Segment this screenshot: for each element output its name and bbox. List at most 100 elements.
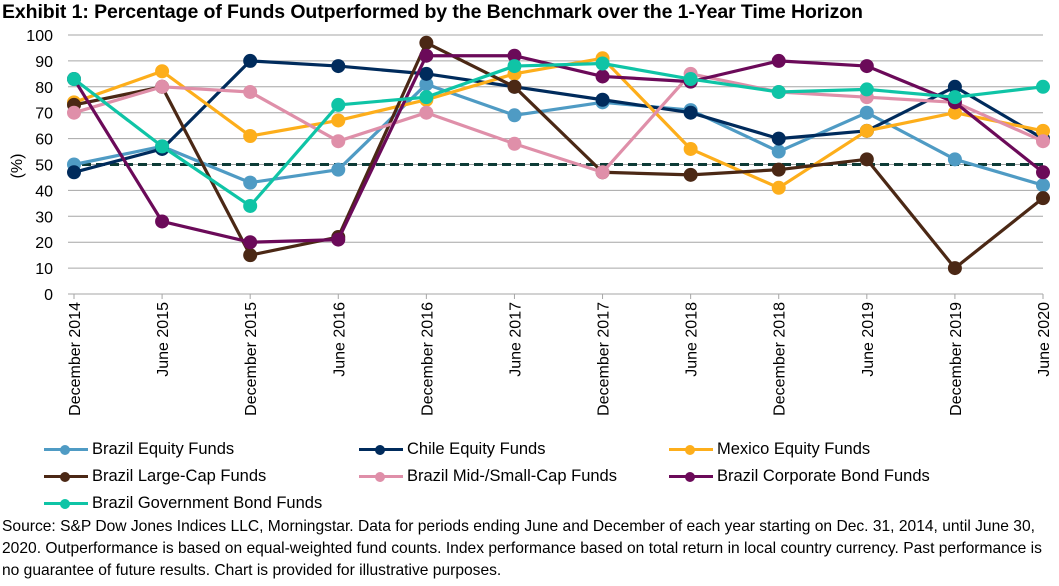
- data-point: [419, 48, 434, 63]
- data-point: [595, 92, 610, 107]
- legend-marker-icon: [357, 443, 405, 457]
- legend-item: Brazil Equity Funds: [42, 440, 234, 459]
- series-brazil-government-bond-funds: [67, 56, 1050, 213]
- data-point: [595, 165, 610, 180]
- data-point: [1036, 191, 1050, 206]
- data-point: [947, 90, 962, 105]
- data-point: [947, 79, 962, 94]
- data-point: [67, 105, 81, 120]
- legend-item: Mexico Equity Funds: [667, 440, 870, 459]
- data-point: [507, 79, 522, 94]
- data-point: [1036, 165, 1050, 180]
- legend-marker-icon: [667, 443, 715, 457]
- y-tick-label: 90: [35, 54, 53, 71]
- chart-title: Exhibit 1: Percentage of Funds Outperfor…: [2, 1, 863, 23]
- data-point: [859, 123, 874, 138]
- data-point: [331, 134, 346, 149]
- data-point: [243, 198, 258, 213]
- data-point: [67, 165, 81, 180]
- data-point: [595, 56, 610, 71]
- data-point: [67, 72, 81, 87]
- data-point: [947, 105, 962, 120]
- legend-item: Chile Equity Funds: [357, 440, 546, 459]
- data-point: [419, 90, 434, 105]
- legend-marker-icon: [42, 497, 90, 511]
- series-line: [73, 59, 1044, 174]
- y-tick-label: 10: [35, 261, 53, 278]
- data-point: [507, 48, 522, 63]
- chart-legend: Brazil Equity Funds Chile Equity Funds Mex…: [42, 440, 1042, 520]
- data-point: [243, 235, 258, 250]
- data-point: [1036, 134, 1050, 149]
- data-point: [419, 105, 434, 120]
- series-mexico-equity-funds: [67, 51, 1050, 195]
- data-point: [1036, 123, 1050, 138]
- data-point: [947, 261, 962, 276]
- series-lines: [67, 35, 1050, 276]
- legend-label: Brazil Equity Funds: [92, 440, 235, 458]
- gridlines: [68, 34, 1043, 269]
- series-brazil-corporate-bond-funds: [67, 48, 1050, 250]
- data-point: [155, 79, 170, 94]
- data-point: [331, 162, 346, 177]
- legend-item: Brazil Mid-/Small-Cap Funds: [357, 467, 617, 486]
- data-point: [243, 53, 258, 68]
- series-line: [73, 82, 1044, 187]
- data-point: [155, 139, 170, 154]
- x-tick-label: June 2017: [507, 302, 524, 377]
- legend-label: Brazil Large-Cap Funds: [92, 467, 267, 485]
- line-chart: 0 10 20 30 40 50 60 70 80 90 100 (%) December 2014…: [9, 28, 1053, 416]
- x-tick-label: December 2016: [419, 302, 436, 416]
- data-point: [859, 59, 874, 74]
- x-tick-label: June 2019: [860, 302, 877, 377]
- y-tick-label: 50: [35, 158, 53, 175]
- data-point: [243, 248, 258, 263]
- data-point: [859, 152, 874, 167]
- legend-marker-icon: [42, 470, 90, 484]
- data-point: [595, 69, 610, 84]
- legend-label: Chile Equity Funds: [407, 440, 546, 458]
- data-point: [331, 59, 346, 74]
- data-point: [771, 84, 786, 99]
- y-tick-label: 20: [35, 235, 53, 252]
- legend-marker-icon: [357, 470, 405, 484]
- data-point: [419, 35, 434, 50]
- x-tick-label: June 2020: [1036, 302, 1053, 377]
- y-tick-label: 100: [26, 28, 53, 45]
- series-brazil-large-cap-funds: [67, 35, 1050, 276]
- y-axis-label: (%): [9, 154, 26, 179]
- data-point: [947, 152, 962, 167]
- legend-label: Brazil Government Bond Funds: [92, 494, 323, 512]
- source-footnote: Source: S&P Dow Jones Indices LLC, Morni…: [2, 518, 1042, 579]
- data-point: [683, 72, 698, 87]
- x-tick-label: June 2015: [155, 302, 172, 377]
- legend-label: Brazil Corporate Bond Funds: [717, 467, 930, 485]
- y-axis-ticks: 0 10 20 30 40 50 60 70 80 90 100: [26, 28, 53, 304]
- data-point: [155, 214, 170, 229]
- legend-label: Mexico Equity Funds: [717, 440, 871, 458]
- legend-label: Brazil Mid-/Small-Cap Funds: [407, 467, 617, 485]
- data-point: [331, 232, 346, 247]
- legend-item: Brazil Government Bond Funds: [42, 494, 322, 513]
- series-line: [73, 41, 1044, 270]
- data-point: [507, 108, 522, 123]
- data-point: [683, 141, 698, 156]
- data-point: [243, 129, 258, 144]
- data-point: [859, 105, 874, 120]
- data-point: [1036, 178, 1050, 193]
- data-point: [331, 97, 346, 112]
- data-point: [683, 105, 698, 120]
- data-point: [771, 131, 786, 146]
- x-tick-label: December 2018: [772, 302, 789, 416]
- series-line: [72, 54, 1044, 244]
- data-point: [419, 66, 434, 81]
- data-point: [771, 162, 786, 177]
- data-point: [771, 144, 786, 159]
- data-point: [419, 77, 434, 92]
- x-tick-label: June 2018: [684, 302, 701, 377]
- x-tick-label: June 2016: [331, 302, 348, 377]
- y-tick-label: 70: [35, 106, 53, 123]
- x-axis: December 2014 June 2015 December 2015 June …: [67, 293, 1053, 416]
- data-point: [1036, 79, 1050, 94]
- legend-item: Brazil Corporate Bond Funds: [667, 467, 930, 486]
